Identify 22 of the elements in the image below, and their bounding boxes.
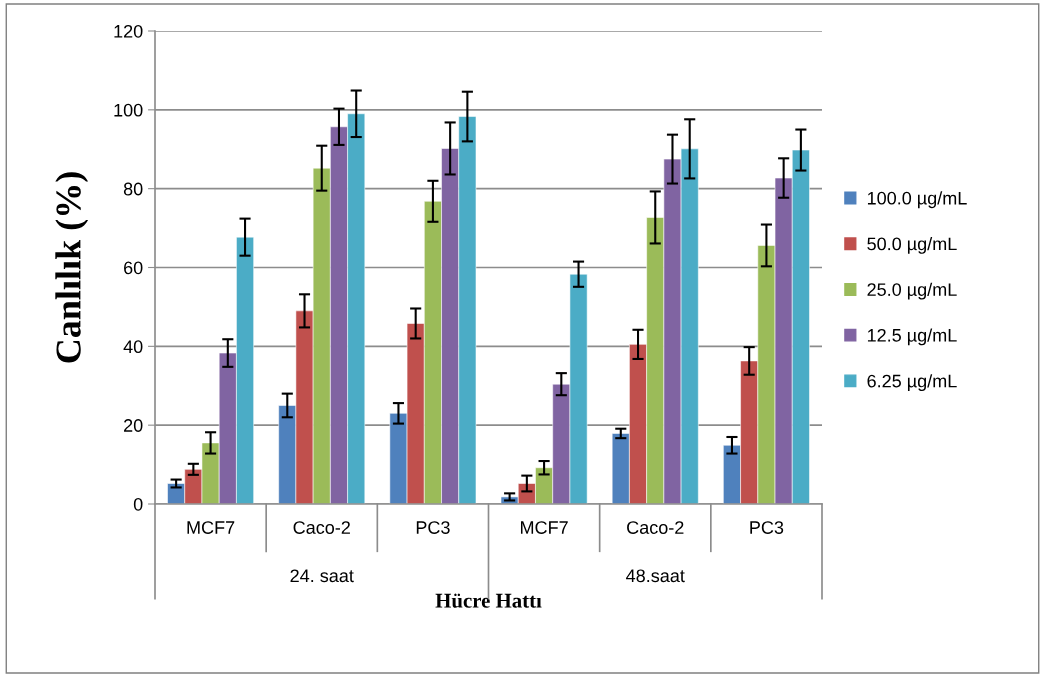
y-axis-title: Canlılık (%) [55,172,89,363]
text: 24. saat [290,569,354,583]
x-tick-label: PC3 [416,521,450,534]
x-axis-title: Hücre Hattı [435,593,542,608]
y-tick-label: 40 [123,340,143,354]
x-tick-label: Caco-2 [293,521,350,534]
legend-label: 25.0 µg/mL [867,282,957,300]
y-tick-label: 60 [124,261,143,275]
legend-label: 50.0 µg/mL [867,237,957,254]
y-tick-label: 120 [114,24,143,38]
legend-label: 6.25 µg/mL [867,374,957,392]
y-tick-label: 80 [123,182,143,196]
legend-label: 12.5 µg/mL [867,328,957,346]
x-tick-label: MCF7 [520,521,568,534]
x-tick-label: Caco-2 [627,521,684,534]
x-tick-label: PC3 [750,521,784,534]
y-tick-label: 20 [124,419,143,432]
legend-label: 100.0 µg/mL [867,191,967,209]
y-tick-label: 100 [114,103,143,117]
text: 48.saat [626,569,685,583]
y-tick-label: 0 [133,497,143,511]
x-tick-label: MCF7 [187,521,235,534]
